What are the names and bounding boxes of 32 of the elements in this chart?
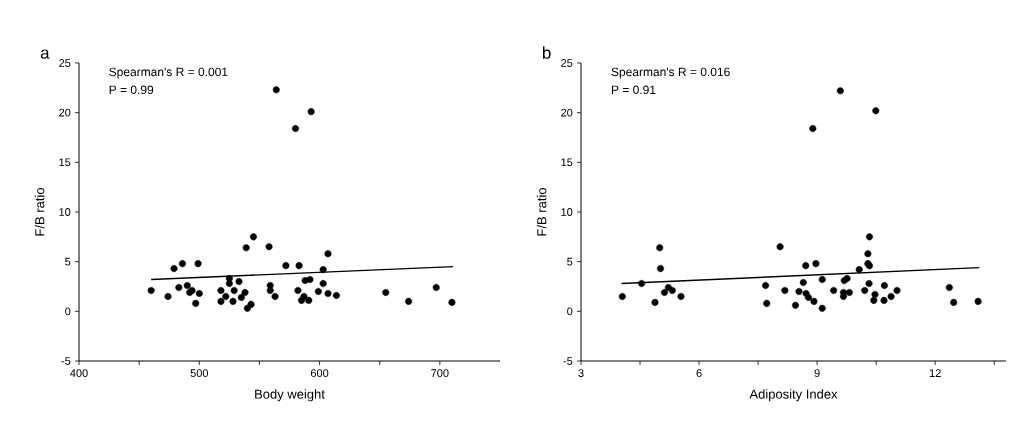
x-tick-label: 12 xyxy=(929,369,941,377)
x-tick-label: 6 xyxy=(696,369,702,377)
y-tick-label: 10 xyxy=(561,208,573,216)
x-tick-label: 700 xyxy=(431,369,449,377)
x-tick-label: 400 xyxy=(70,369,88,377)
x-tick-label: 9 xyxy=(814,369,820,377)
y-tick-label: 20 xyxy=(561,108,573,117)
x-tick-label: 500 xyxy=(190,369,209,377)
annotation: P = 0.99 xyxy=(109,85,154,95)
x-tick-label: 3 xyxy=(578,369,584,377)
y-tick-label: 0 xyxy=(567,307,573,316)
y-tick-label: -5 xyxy=(563,357,573,365)
x-axis-title: Body weight xyxy=(255,389,325,402)
y-tick-label: 5 xyxy=(65,257,71,266)
y-axis-title: F/B ratio xyxy=(536,187,547,236)
y-tick-label: 25 xyxy=(561,59,573,67)
text: b xyxy=(542,46,551,59)
y-tick-label: 10 xyxy=(59,208,71,216)
y-tick-label: 5 xyxy=(567,257,573,266)
y-tick-label: 15 xyxy=(561,158,573,167)
y-tick-label: 25 xyxy=(59,59,71,67)
y-tick-label: -5 xyxy=(61,357,71,365)
annotation: P = 0.91 xyxy=(611,85,656,95)
annotation: Spearman's R = 0.016 xyxy=(611,67,730,79)
y-tick-label: 20 xyxy=(59,108,71,117)
annotation: Spearman's R = 0.001 xyxy=(109,67,228,79)
x-axis-title: Adiposity Index xyxy=(749,389,838,402)
y-tick-label: 0 xyxy=(65,307,71,316)
y-axis-title: F/B ratio xyxy=(34,187,45,236)
y-tick-label: 15 xyxy=(59,158,71,167)
x-tick-label: 600 xyxy=(310,369,329,377)
text: a xyxy=(40,49,50,59)
